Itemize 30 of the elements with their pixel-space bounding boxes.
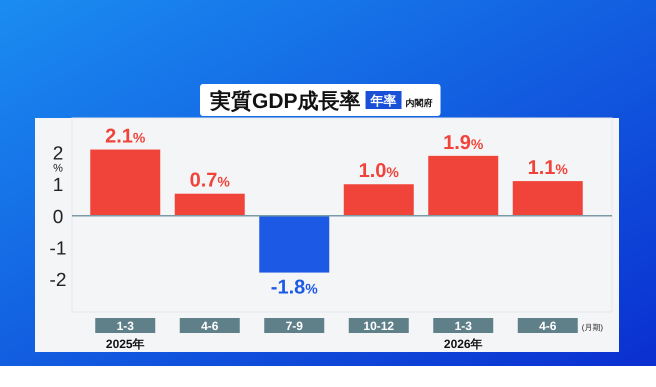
bar [259,216,330,273]
y-axis-title: % [53,162,64,175]
data-label: 1.0% [358,160,400,182]
y-tick-label: 2 [52,144,64,165]
bar [344,184,414,216]
bar [428,156,498,216]
data-label: 1.1% [528,157,568,180]
y-tick-label: -1 [50,238,66,260]
x-tick-label: 1-3 [116,319,134,333]
data-label: 0.7% [190,170,230,192]
x-tick-label: 1-3 [454,319,472,333]
x-tick-label: 4-6 [201,319,219,333]
y-tick-label: 1 [52,175,64,196]
text: (月期) [582,323,604,332]
bar [512,181,583,216]
chart-subtitle: 年率 [370,93,397,108]
chart-title: 実質GDP成長率 [209,89,361,113]
y-tick-label: -2 [50,270,66,291]
x-tick-label: 4-6 [539,319,557,333]
x-tick-label: 10-12 [363,319,394,333]
text: 内閣府 [406,98,433,108]
x-tick-label: 7-9 [286,319,304,333]
bar [174,194,245,216]
text: 2026年 [444,337,483,351]
y-tick-label: 0 [52,206,64,228]
bar [90,150,160,216]
data-label: -1.8% [270,276,318,299]
data-label: 2.1% [105,126,146,148]
text: 2025年 [106,337,145,351]
data-label: 1.9% [443,132,484,154]
